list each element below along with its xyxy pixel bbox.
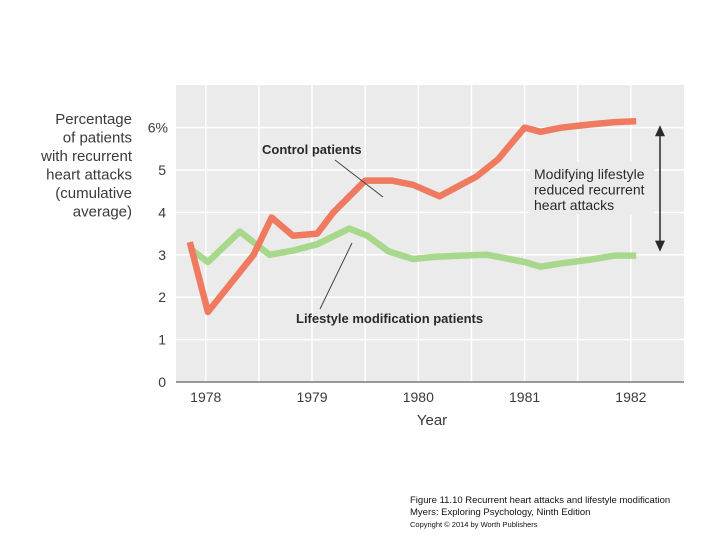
figure-caption: Figure 11.10 Recurrent heart attacks and… xyxy=(410,495,670,531)
y-tick-label: 6% xyxy=(148,120,168,136)
plot-area xyxy=(176,85,684,382)
x-tick-label: 1979 xyxy=(296,389,327,405)
x-tick-label: 1978 xyxy=(190,389,221,405)
arrow-head-down xyxy=(655,240,665,252)
y-label-line: (cumulative xyxy=(55,185,132,202)
y-tick-label: 4 xyxy=(158,204,166,220)
control-patients-leader-line xyxy=(334,159,384,198)
y-tick-labels: 0 1 2 3 4 5 6% xyxy=(148,120,168,390)
caption-title: Figure 11.10 Recurrent heart attacks and… xyxy=(410,495,671,506)
y-tick-label: 0 xyxy=(158,374,166,390)
double-arrow-icon xyxy=(655,125,665,252)
caption-copyright: Copyright © 2014 by Worth Publishers xyxy=(410,520,538,529)
x-tick-label: 1980 xyxy=(403,389,434,405)
lifestyle-patients-annotation: Lifestyle modification patients xyxy=(296,311,483,326)
y-tick-label: 2 xyxy=(158,289,166,305)
y-label-line: Percentage xyxy=(55,111,132,128)
x-axis-label: Year xyxy=(417,412,447,429)
control-patients-annotation: Control patients xyxy=(262,142,362,157)
x-tick-labels: 1978 1979 1980 1981 1982 xyxy=(190,389,646,405)
y-label-line: heart attacks xyxy=(46,167,132,184)
effect-annotation-line: heart attacks xyxy=(534,197,614,213)
caption-book: Myers: Exploring Psychology, Ninth Editi… xyxy=(410,507,591,518)
x-tick-label: 1982 xyxy=(615,389,646,405)
y-label-line: average) xyxy=(73,204,132,221)
effect-annotation-line: Modifying lifestyle xyxy=(534,166,645,182)
gridlines xyxy=(176,85,684,383)
y-tick-label: 5 xyxy=(158,162,166,178)
y-tick-label: 3 xyxy=(158,247,166,263)
y-label-line: with recurrent xyxy=(40,148,133,165)
arrow-head-up xyxy=(655,125,665,137)
y-label-line: of patients xyxy=(63,130,132,147)
data-series xyxy=(186,117,637,316)
x-tick-label: 1981 xyxy=(509,389,540,405)
effect-annotation-line: reduced recurrent xyxy=(534,182,645,198)
lifestyle-patients-leader-line xyxy=(319,242,353,310)
effect-annotation-background xyxy=(530,162,654,214)
y-tick-label: 1 xyxy=(158,332,166,348)
